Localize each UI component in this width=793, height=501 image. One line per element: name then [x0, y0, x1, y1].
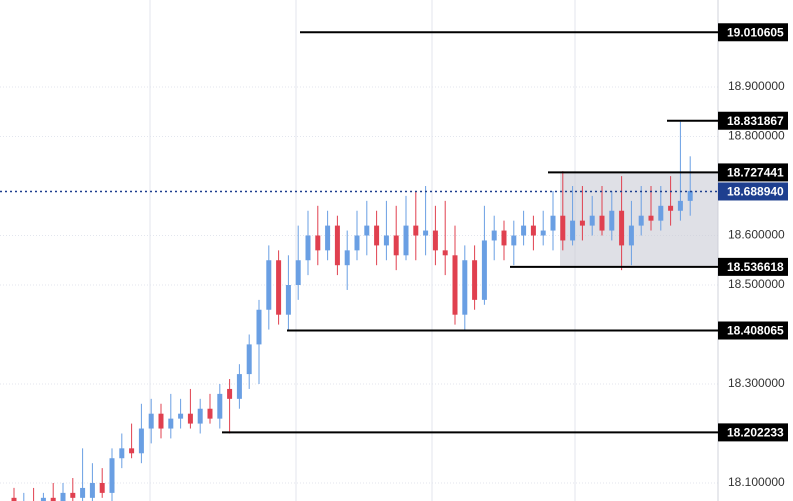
candle-body	[462, 260, 468, 315]
candle-body	[354, 235, 360, 251]
candle-body	[491, 230, 497, 241]
candle-body	[579, 220, 585, 226]
y-tick-label: 18.300000	[728, 376, 785, 390]
candle-body	[148, 413, 154, 429]
level-label-box	[718, 423, 788, 442]
candle-body	[129, 448, 135, 454]
candle-body	[305, 235, 311, 261]
candle-body	[266, 260, 272, 310]
candle-body	[11, 497, 17, 501]
candle-body	[256, 309, 262, 345]
candle-body	[423, 230, 429, 236]
level-label-box	[718, 257, 788, 276]
candle-body	[285, 284, 291, 315]
candle-body	[178, 413, 184, 419]
candle-body	[227, 388, 233, 399]
candle-body	[89, 482, 95, 498]
y-tick-label: 18.100000	[728, 475, 785, 489]
candle-body	[413, 225, 419, 236]
candle-body	[481, 240, 487, 300]
candle-body	[70, 492, 76, 498]
candle-body	[334, 225, 340, 266]
candle-body	[628, 225, 634, 246]
candle-body	[442, 250, 448, 256]
candle-body	[609, 210, 615, 231]
candle-body	[521, 225, 527, 236]
candle-body	[138, 428, 144, 454]
candle-body	[217, 393, 223, 419]
candle-body	[560, 215, 566, 241]
candle-body	[668, 205, 674, 211]
candle-body	[540, 230, 546, 236]
candle-body	[658, 205, 664, 221]
candle-body	[374, 225, 380, 246]
candle-body	[246, 344, 252, 375]
candle-body	[648, 215, 654, 221]
candle-body	[687, 190, 693, 201]
candle-body	[638, 215, 644, 226]
candle-body	[364, 225, 370, 236]
level-label-box	[718, 111, 788, 130]
candle-body	[570, 220, 576, 241]
level-label: 18.408065	[727, 324, 784, 338]
candle-body	[599, 215, 605, 231]
candle-body	[530, 225, 536, 236]
candle-body	[550, 215, 556, 231]
level-label: 18.831867	[727, 114, 784, 128]
y-tick-label: 18.600000	[728, 228, 785, 242]
candle-body	[315, 235, 321, 251]
candle-body	[168, 418, 174, 429]
candle-body	[207, 408, 213, 419]
candle-body	[109, 458, 115, 493]
candle-body	[187, 413, 193, 424]
candle-body	[452, 255, 458, 315]
candle-body	[383, 235, 389, 246]
candle-body	[295, 260, 301, 285]
candle-body	[501, 230, 507, 246]
candle-body	[119, 448, 125, 459]
level-label-box	[718, 23, 788, 42]
candle-body	[236, 374, 242, 399]
level-label: 18.727441	[727, 166, 784, 180]
level-label: 18.536618	[727, 260, 784, 274]
candle-body	[325, 225, 331, 251]
candle-body	[589, 215, 595, 226]
candle-body	[276, 260, 282, 315]
candle-body	[393, 235, 399, 256]
candle-body	[50, 497, 56, 501]
candle-body	[158, 413, 164, 429]
candle-body	[432, 230, 438, 251]
candle-body	[619, 210, 625, 246]
y-tick-label: 18.900000	[728, 79, 785, 93]
last-price-label: 18.688940	[727, 185, 784, 199]
candle-body	[511, 235, 517, 246]
candle-body	[99, 482, 105, 493]
candle-body	[40, 497, 46, 501]
candle-body	[197, 408, 203, 424]
candle-body	[472, 260, 478, 300]
level-label-box	[718, 163, 788, 182]
candle-body	[60, 492, 66, 501]
candle-body	[677, 200, 683, 211]
candle-body	[80, 487, 86, 498]
last-price-box	[718, 182, 788, 201]
candle-body	[344, 250, 350, 266]
level-label-box	[718, 321, 788, 340]
level-label: 19.010605	[727, 25, 784, 39]
y-tick-label: 18.500000	[728, 277, 785, 291]
candle-body	[403, 225, 409, 256]
level-label: 18.202233	[727, 426, 784, 440]
y-tick-label: 18.800000	[728, 129, 785, 143]
